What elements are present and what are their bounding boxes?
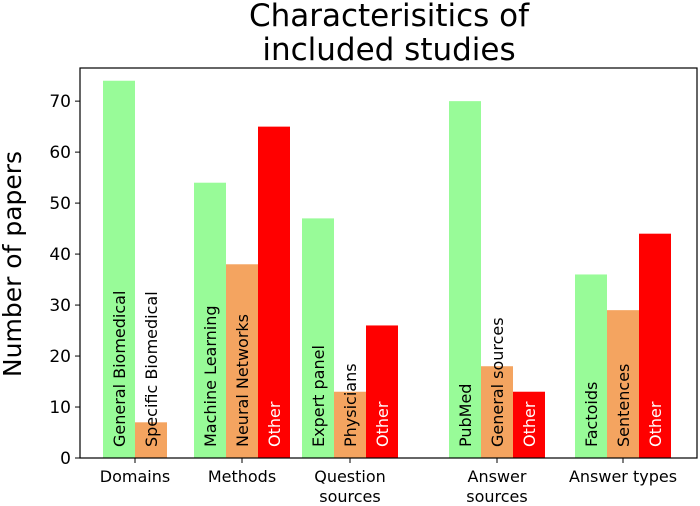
x-tick-label-3-1: sources xyxy=(466,487,527,506)
bar-4-2 xyxy=(639,233,671,458)
bar-2-1 xyxy=(334,391,366,458)
bar-label-3-1: General sources xyxy=(488,317,507,447)
bar-label-3-0: PubMed xyxy=(456,384,475,447)
bar-2-2 xyxy=(366,325,398,458)
y-tick-label-2: 20 xyxy=(49,347,71,367)
bar-0-1 xyxy=(135,422,167,458)
chart-title-line-2: included studies xyxy=(262,32,515,68)
chart-title-line-1: Characterisitics of xyxy=(249,0,530,34)
bar-2-0 xyxy=(302,218,334,458)
bar-3-0 xyxy=(449,101,481,458)
x-tick-label-4-0: Answer types xyxy=(569,467,677,486)
bar-0-0 xyxy=(103,80,135,459)
bar-3-2 xyxy=(513,391,545,458)
x-tick-label-1-0: Methods xyxy=(208,467,276,486)
bar-label-1-0: Machine Learning xyxy=(201,305,220,447)
x-tick-label-3-0: Answer xyxy=(468,467,527,486)
bar-label-4-2: Other xyxy=(646,401,665,447)
bar-4-0 xyxy=(575,274,607,458)
y-tick-label-5: 50 xyxy=(49,194,71,214)
y-tick-label-6: 60 xyxy=(49,143,71,163)
bar-label-1-1: Neural Networks xyxy=(233,314,252,447)
bar-1-2 xyxy=(258,126,290,459)
y-tick-label-0: 0 xyxy=(60,449,71,469)
y-tick-label-3: 30 xyxy=(49,296,71,316)
bar-label-0-0: General Biomedical xyxy=(110,291,129,447)
y-tick-label-1: 10 xyxy=(49,398,71,418)
bar-1-0 xyxy=(194,182,226,459)
bar-label-4-0: Factoids xyxy=(582,382,601,447)
y-axis-label: Number of papers xyxy=(0,151,27,377)
bar-label-2-1: Physicians xyxy=(341,363,360,447)
x-tick-label-2-0: Question xyxy=(314,467,386,486)
bar-4-1 xyxy=(607,310,639,458)
x-tick-label-2-1: sources xyxy=(319,487,380,506)
bar-label-4-1: Sentences xyxy=(614,364,633,447)
bar-label-2-0: Expert panel xyxy=(309,345,328,447)
bar-label-3-2: Other xyxy=(520,401,539,447)
bar-label-1-2: Other xyxy=(265,401,284,447)
bar-3-1 xyxy=(481,366,513,458)
bar-1-1 xyxy=(226,264,258,458)
bar-label-2-2: Other xyxy=(373,401,392,447)
y-tick-label-7: 70 xyxy=(49,92,71,112)
x-tick-label-0-0: Domains xyxy=(100,467,170,486)
y-tick-label-4: 40 xyxy=(49,245,71,265)
axes-frame xyxy=(79,67,698,459)
bar-label-0-1: Specific Biomedical xyxy=(142,291,161,447)
plot-area: General Biomedical Specific Biomedical Dom… xyxy=(49,67,698,506)
